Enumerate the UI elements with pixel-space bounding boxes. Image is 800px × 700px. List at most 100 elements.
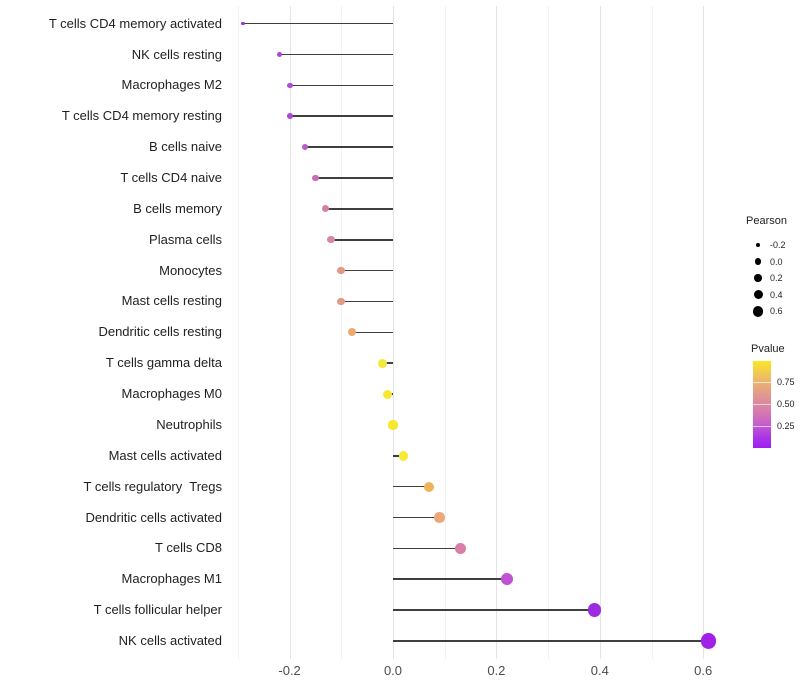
- pvalue-legend-label: 0.50: [777, 398, 795, 409]
- lollipop-stem: [393, 485, 430, 488]
- pvalue-legend-label: 0.75: [777, 376, 795, 387]
- data-point: [388, 420, 398, 430]
- gridline-minor: [548, 6, 550, 659]
- lollipop-stem: [315, 177, 393, 179]
- data-point: [327, 236, 335, 244]
- pearson-legend-label: 0.4: [770, 289, 783, 300]
- data-point: [378, 358, 388, 368]
- lollipop-stem: [393, 547, 461, 550]
- lollipop-stem: [351, 331, 393, 334]
- y-axis-label: T cells gamma delta: [105, 355, 222, 371]
- lollipop-stem: [330, 238, 393, 241]
- pearson-legend-label: 0.6: [770, 306, 783, 317]
- y-axis-label: T cells regulatory Tregs: [83, 478, 222, 494]
- y-axis-label: T cells CD4 memory activated: [48, 15, 222, 31]
- data-point: [322, 205, 330, 213]
- y-axis-label: Macrophages M0: [121, 386, 222, 402]
- pvalue-color-legend: Pvalue 0.75 0.50 0.25: [751, 343, 795, 448]
- lollipop-stem: [305, 146, 393, 148]
- y-axis-label: Neutrophils: [156, 416, 222, 432]
- lollipop-stem: [341, 269, 393, 272]
- pearson-legend-dot: [754, 258, 762, 265]
- pearson-legend-dot: [754, 274, 762, 282]
- gridline-major: [393, 6, 394, 659]
- gridline-minor: [444, 6, 446, 659]
- lollipop-stem: [393, 455, 404, 457]
- data-point: [587, 603, 602, 617]
- y-axis-label: Mast cells activated: [108, 447, 222, 463]
- pearson-legend-item: 0.6: [746, 303, 800, 319]
- y-axis-label: T cells CD8: [155, 540, 222, 556]
- gridline-major: [289, 6, 291, 659]
- data-point: [700, 633, 717, 649]
- y-axis-label: Macrophages M2: [121, 77, 222, 93]
- lollipop-stem: [289, 115, 393, 118]
- pearson-legend-label: -0.2: [770, 240, 786, 250]
- pvalue-bar-tick: [753, 426, 771, 428]
- data-point: [276, 51, 282, 58]
- data-point: [337, 266, 346, 275]
- pearson-legend-item: 0.0: [746, 254, 800, 270]
- x-axis-tick-label: 0.4: [590, 663, 609, 678]
- pvalue-bar-tick: [753, 403, 771, 405]
- y-axis-label: Mast cells resting: [121, 293, 222, 309]
- gridline-minor: [237, 6, 239, 659]
- data-point: [434, 512, 445, 523]
- lollipop-stem: [279, 53, 393, 56]
- x-axis-tick-label: 0.2: [487, 663, 506, 678]
- y-axis-label: Plasma cells: [149, 231, 222, 247]
- pvalue-gradient-bar: [753, 361, 771, 448]
- data-point: [500, 573, 513, 586]
- lollipop-stem: [341, 300, 393, 303]
- y-axis-label: T cells CD4 naive: [120, 170, 222, 186]
- lollipop-stem: [325, 208, 393, 210]
- data-point: [454, 542, 466, 554]
- pvalue-legend-label: 0.25: [777, 421, 795, 432]
- y-axis-label: Dendritic cells activated: [85, 509, 222, 525]
- y-axis-label: B cells memory: [133, 200, 222, 216]
- pearson-legend-dot: [755, 242, 761, 248]
- lollipop-stem: [393, 609, 595, 611]
- pearson-legend-item: 0.4: [746, 287, 800, 303]
- lollipop-stem: [393, 640, 709, 642]
- plot-panel: [219, 6, 732, 659]
- gridline-minor: [651, 6, 653, 659]
- pvalue-legend-title: Pvalue: [751, 343, 785, 355]
- x-axis-tick-label: 0.6: [694, 663, 713, 678]
- x-axis-tick-label: -0.2: [278, 663, 301, 678]
- data-point: [286, 82, 293, 89]
- gridline-major: [703, 6, 705, 659]
- y-axis-label: Macrophages M1: [121, 571, 222, 587]
- y-axis-label: T cells follicular helper: [93, 602, 222, 618]
- lollipop-stem: [382, 362, 393, 364]
- y-axis-label: B cells naive: [149, 139, 222, 155]
- data-point: [301, 143, 309, 151]
- lollipop-stem: [393, 516, 440, 519]
- lollipop-stem: [243, 22, 393, 25]
- pearson-legend-item: 0.2: [746, 270, 800, 286]
- pearson-legend-dot: [752, 306, 764, 317]
- y-axis-label: NK cells resting: [131, 46, 222, 62]
- pearson-legend-title: Pearson: [746, 215, 787, 227]
- pearson-legend-item: -0.2: [746, 237, 800, 253]
- lollipop-stem: [393, 578, 507, 581]
- pvalue-bar-tick: [753, 381, 771, 383]
- x-axis-tick-label: 0.0: [383, 663, 403, 678]
- data-point: [347, 328, 356, 337]
- pearson-size-legend: Pearson -0.2 0.0 0.2 0.4 0.6: [746, 215, 787, 317]
- y-axis-label: Dendritic cells resting: [98, 324, 222, 340]
- pearson-legend-label: 0.0: [770, 256, 783, 267]
- y-axis-label: T cells CD4 memory resting: [61, 108, 222, 124]
- data-point: [241, 22, 245, 26]
- lollipop-stem: [289, 84, 393, 87]
- data-point: [398, 451, 409, 461]
- data-point: [424, 481, 435, 492]
- pearson-legend-label: 0.2: [770, 273, 783, 284]
- data-point: [383, 389, 393, 399]
- pearson-legend-dot: [753, 290, 763, 300]
- data-point: [286, 113, 293, 120]
- gridline-major: [496, 6, 498, 659]
- data-point: [312, 174, 319, 182]
- gridline-major: [599, 6, 601, 659]
